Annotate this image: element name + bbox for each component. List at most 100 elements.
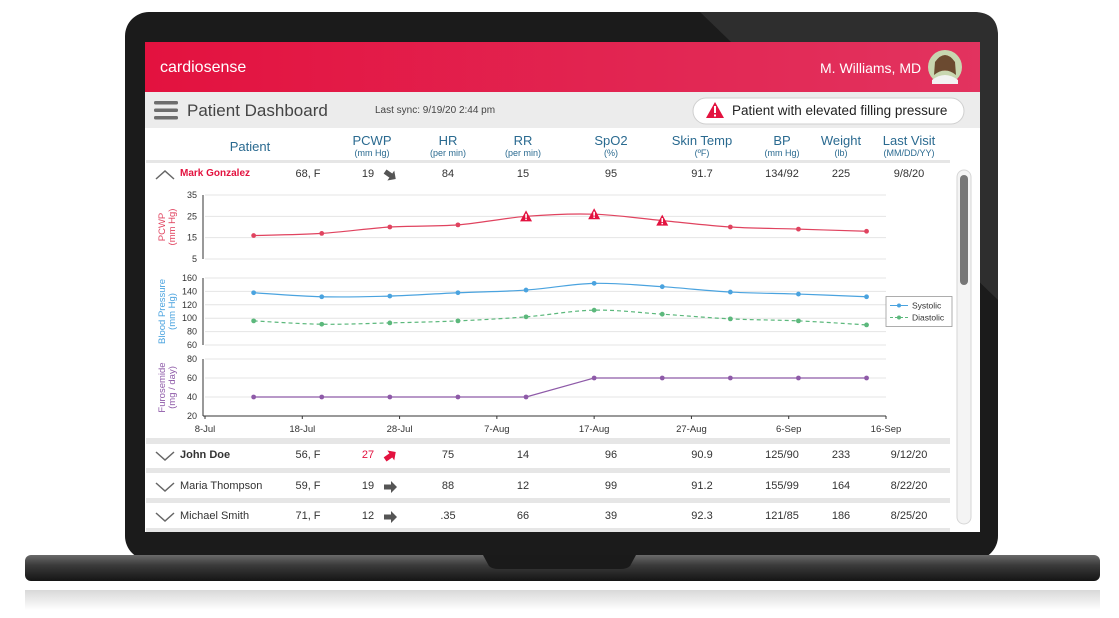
y-tick-label: 25 — [187, 211, 197, 221]
expand-chevron[interactable] — [155, 482, 175, 493]
patient-name[interactable]: Michael Smith — [180, 510, 250, 522]
series-line — [253, 309, 867, 326]
data-point — [523, 287, 529, 293]
patient-name[interactable]: John Doe — [180, 449, 231, 461]
cell-value: 92.3 — [691, 510, 713, 522]
data-point — [796, 291, 801, 297]
warning-marker — [588, 208, 601, 220]
column-header: RR (per min) — [473, 133, 573, 158]
column-name: Patient — [229, 139, 271, 154]
y-axis-label: (mg / day) — [167, 366, 178, 409]
cell-value: 84 — [441, 168, 455, 180]
page-title: Patient Dashboard — [187, 101, 328, 120]
patient-age: 71, F — [295, 510, 321, 522]
cell-value: 99 — [604, 480, 618, 492]
expand-chevron[interactable] — [155, 512, 175, 523]
column-unit: (%) — [604, 148, 618, 158]
x-tick-label: 6-Sep — [776, 424, 801, 435]
cell-value: .35 — [440, 510, 456, 522]
x-tick-label: 27-Aug — [676, 424, 707, 435]
column-name: Skin Temp — [671, 133, 733, 148]
x-tick-label: 16-Sep — [871, 424, 902, 435]
data-point — [659, 311, 665, 317]
sync-status: Last sync: 9/19/20 2:44 pm — [375, 105, 496, 116]
column-unit: (per min) — [429, 148, 466, 158]
data-point — [796, 318, 801, 324]
column-name: HR — [438, 133, 458, 148]
alert-text[interactable]: Patient with elevated filling pressure — [732, 103, 948, 118]
cell-value: 155/99 — [765, 480, 799, 492]
cell-value: 121/85 — [765, 510, 799, 522]
data-point — [251, 233, 257, 238]
data-point — [796, 375, 801, 381]
data-point — [659, 375, 665, 381]
column-header: PCWP (mm Hg) — [322, 133, 422, 158]
y-tick-label: 120 — [182, 300, 197, 310]
cell-value: 233 — [831, 449, 851, 461]
patient-age: 59, F — [295, 480, 321, 492]
column-unit: (mm Hg) — [764, 148, 800, 158]
cell-value: 12 — [516, 480, 530, 492]
data-point — [319, 394, 325, 400]
warning-glyph — [525, 218, 527, 221]
data-point — [523, 314, 529, 320]
series-line — [253, 377, 867, 398]
cell-value: 134/92 — [765, 168, 799, 180]
column-unit: (ºF) — [694, 148, 710, 158]
y-axis-label: PCWP — [157, 213, 168, 242]
legend-box — [885, 296, 953, 327]
expand-chevron[interactable] — [155, 169, 175, 180]
cell-value: 186 — [831, 510, 851, 522]
cell-value: 125/90 — [765, 449, 799, 461]
data-point — [591, 307, 597, 313]
data-point — [864, 375, 869, 381]
expand-chevron[interactable] — [155, 451, 175, 462]
user-name: M. Williams, MD — [820, 60, 922, 76]
x-tick-label: 28-Jul — [387, 424, 413, 435]
data-point — [319, 231, 325, 236]
column-header: Last Visit (MM/DD/YY) — [859, 133, 959, 158]
data-point — [455, 318, 461, 324]
data-point — [727, 316, 733, 322]
cell-value: 27 — [361, 449, 375, 461]
patient-name[interactable]: Mark Gonzalez — [180, 168, 251, 179]
cell-value: 95 — [604, 168, 618, 180]
series-line — [253, 213, 867, 237]
cell-value: 9/8/20 — [893, 168, 925, 180]
column-header: HR (per min) — [398, 133, 498, 158]
data-point — [523, 394, 529, 400]
warning-glyph — [661, 222, 664, 225]
legend-label: Systolic — [912, 301, 942, 311]
data-point — [864, 322, 869, 328]
cell-value: 91.7 — [691, 168, 713, 180]
patient-name[interactable]: Maria Thompson — [180, 480, 263, 492]
cell-value: 39 — [604, 510, 618, 522]
cell-value: 90.9 — [691, 449, 713, 461]
y-tick-label: 80 — [187, 327, 197, 337]
data-point — [796, 226, 801, 232]
column-header: SpO2 (%) — [561, 133, 661, 158]
cell-value: 225 — [831, 168, 851, 180]
x-tick-label: 7-Aug — [484, 424, 509, 435]
cell-value: 164 — [831, 480, 851, 492]
y-tick-label: 60 — [187, 340, 197, 350]
brand: cardiosense — [160, 59, 247, 76]
y-axis-label: (mm Hg) — [167, 209, 178, 246]
cell-value: 12 — [361, 510, 375, 522]
series-line — [253, 282, 867, 298]
trend-arrow — [384, 511, 397, 523]
column-unit: (MM/DD/YY) — [883, 148, 935, 158]
column-unit: (lb) — [834, 148, 848, 158]
data-point — [455, 222, 461, 228]
cell-value: 8/22/20 — [890, 480, 928, 492]
patient-age: 68, F — [295, 168, 321, 180]
warning-glyph — [593, 211, 595, 216]
data-point — [659, 284, 665, 290]
y-tick-label: 15 — [187, 233, 197, 243]
legend-dot — [897, 315, 901, 320]
y-tick-label: 5 — [192, 254, 197, 264]
data-point — [251, 318, 257, 324]
legend-dot — [897, 303, 901, 308]
